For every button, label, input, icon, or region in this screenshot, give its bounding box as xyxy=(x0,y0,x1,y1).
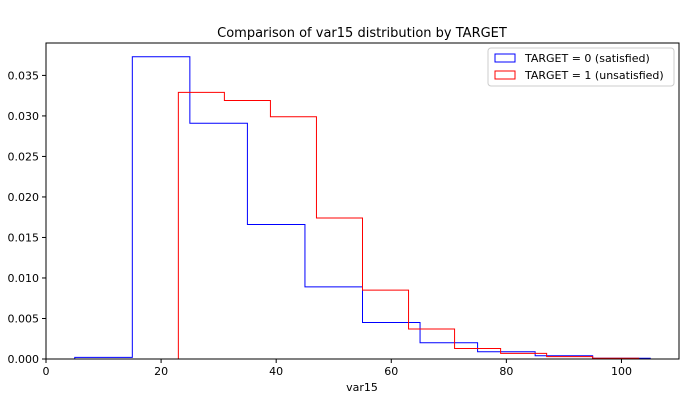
x-tick-label: 20 xyxy=(154,365,168,378)
legend-swatch-0 xyxy=(494,53,516,63)
legend-label-1: TARGET = 1 (unsatisfied) xyxy=(524,69,664,82)
y-tick-label: 0.005 xyxy=(8,312,40,325)
x-axis: 0 20 40 60 80 100 xyxy=(43,359,632,378)
x-tick-label: 40 xyxy=(269,365,283,378)
y-tick-label: 0.000 xyxy=(8,353,40,366)
y-tick-label: 0.030 xyxy=(8,110,40,123)
y-tick-label: 0.020 xyxy=(8,191,40,204)
series-1-step-line xyxy=(177,91,640,359)
x-tick-label: 80 xyxy=(499,365,513,378)
y-tick-label: 0.025 xyxy=(8,150,40,163)
legend-box xyxy=(487,47,675,87)
x-tick-label: 60 xyxy=(384,365,398,378)
x-axis-label: var15 xyxy=(346,381,378,394)
y-tick-label: 0.010 xyxy=(8,272,40,285)
legend-label-0: TARGET = 0 (satisfied) xyxy=(524,52,650,65)
series-layer xyxy=(74,56,651,359)
x-tick-label: 0 xyxy=(43,365,50,378)
legend: TARGET = 0 (satisfied) TARGET = 1 (unsat… xyxy=(487,47,675,87)
y-tick-label: 0.035 xyxy=(8,69,40,82)
legend-swatch-1 xyxy=(494,70,516,80)
x-tick-label: 100 xyxy=(611,365,632,378)
y-axis: 0.000 0.005 0.010 0.015 0.020 0.025 0.030 0.035 xyxy=(8,69,46,366)
plot-frame xyxy=(45,42,680,360)
series-0-step-line xyxy=(74,56,651,359)
chart-title: Comparison of var15 distribution by TARG… xyxy=(217,26,507,41)
y-tick-label: 0.015 xyxy=(8,231,40,244)
